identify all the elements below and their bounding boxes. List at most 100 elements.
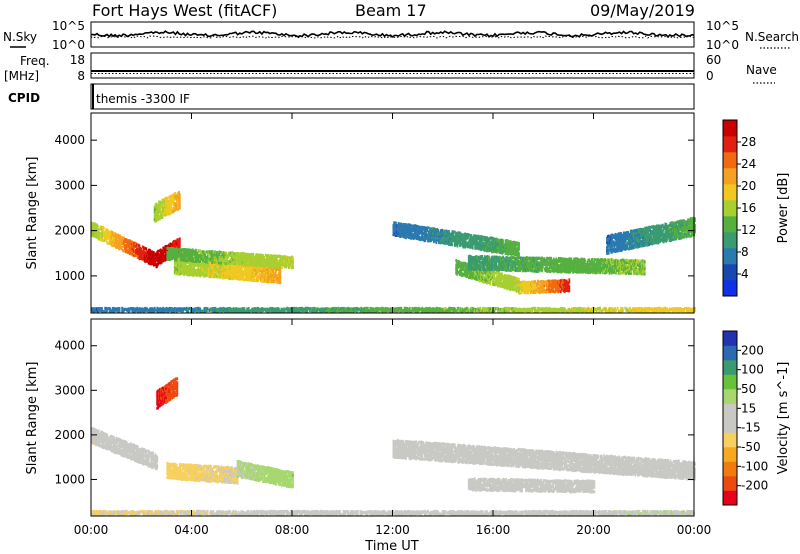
range-cell [176,250,179,254]
range-cell [445,232,448,236]
noise-tick-right-top: 10^5 [706,19,739,33]
nsearch-line [90,35,695,39]
range-cell [131,253,134,257]
range-cell [170,242,172,246]
beam-label: Beam 17 [355,1,427,20]
range-cell [119,243,122,247]
range-cell [620,271,622,275]
range-cell [502,239,504,243]
range-cell [172,201,175,205]
range-cell [214,267,217,271]
range-cell [111,231,114,234]
range-cell [265,275,267,279]
range-cell [198,271,201,275]
range-cell [643,260,646,264]
range-cell [506,274,508,278]
range-cell [128,244,131,248]
range-cell [187,267,190,270]
range-cell [169,211,172,215]
range-cell [157,252,159,256]
cpid-value: themis -3300 IF [96,92,190,106]
range-cell [174,270,177,274]
range-cell [190,264,193,268]
range-cell [222,271,224,275]
range-cell [259,269,261,273]
range-cell [236,264,239,268]
range-cell [170,204,173,208]
range-cell [445,229,448,233]
range-cell [144,255,147,259]
range-cell [227,276,230,280]
range-cell [252,276,255,280]
range-cell [591,258,594,262]
range-cell [165,198,168,202]
range-cell [238,252,240,256]
range-cell [165,201,168,205]
range-cell [252,252,255,256]
range-cell [493,277,496,281]
range-cell [164,255,166,259]
range-cell [574,257,577,261]
range-cell [169,198,172,202]
range-cell [169,203,172,207]
range-cell [227,268,230,272]
range-cell [216,271,218,275]
range-cell [237,277,239,281]
range-cell [171,252,174,256]
freq-unit: [MHz] [4,69,39,83]
range-cell [134,253,137,257]
power-heatmap [91,190,696,314]
range-cell [133,241,136,245]
range-cell [173,209,176,212]
range-cell [573,268,576,272]
range-cell [133,244,136,248]
freq-tick-bottom: 8 [77,69,85,83]
range-cell [145,257,148,261]
range-cell [153,217,156,221]
range-cell [516,277,519,280]
range-cell [609,258,611,262]
range-cell [184,268,187,272]
range-cell [193,263,196,267]
range-cell [169,200,172,204]
range-cell [267,267,270,271]
range-cell [269,269,272,273]
range-cell [405,236,407,240]
range-cell [501,260,504,264]
range-cell [178,204,181,208]
range-cell [451,243,454,247]
range-cell [144,246,147,250]
range-cell [163,211,166,215]
range-cell [534,280,537,284]
freq-trace [91,70,694,74]
range-cell [107,229,109,233]
range-cell [152,259,155,263]
range-cell [162,254,165,258]
range-cell [133,250,136,254]
range-cell [189,253,191,257]
range-cell [178,237,181,241]
range-cell [201,272,204,276]
range-cell [174,192,177,195]
range-cell [165,258,167,262]
range-cell [200,262,203,266]
range-cell [549,270,552,274]
range-cell [481,235,484,239]
range-cell [158,214,160,218]
range-cell [176,263,179,267]
range-cell [595,267,598,271]
range-cell [493,274,496,278]
range-cell [634,258,637,262]
range-cell [279,268,282,272]
range-cell [237,268,239,272]
range-cell [193,267,196,270]
range-cell [241,269,244,272]
range-cell [224,255,227,259]
range-cell [499,255,501,259]
noise-tick-right-bottom: 10^0 [706,38,739,52]
range-cell [543,257,546,261]
noise-trace [90,30,695,39]
range-cell [156,208,159,212]
range-cell [136,255,139,259]
range-cell [166,196,169,200]
